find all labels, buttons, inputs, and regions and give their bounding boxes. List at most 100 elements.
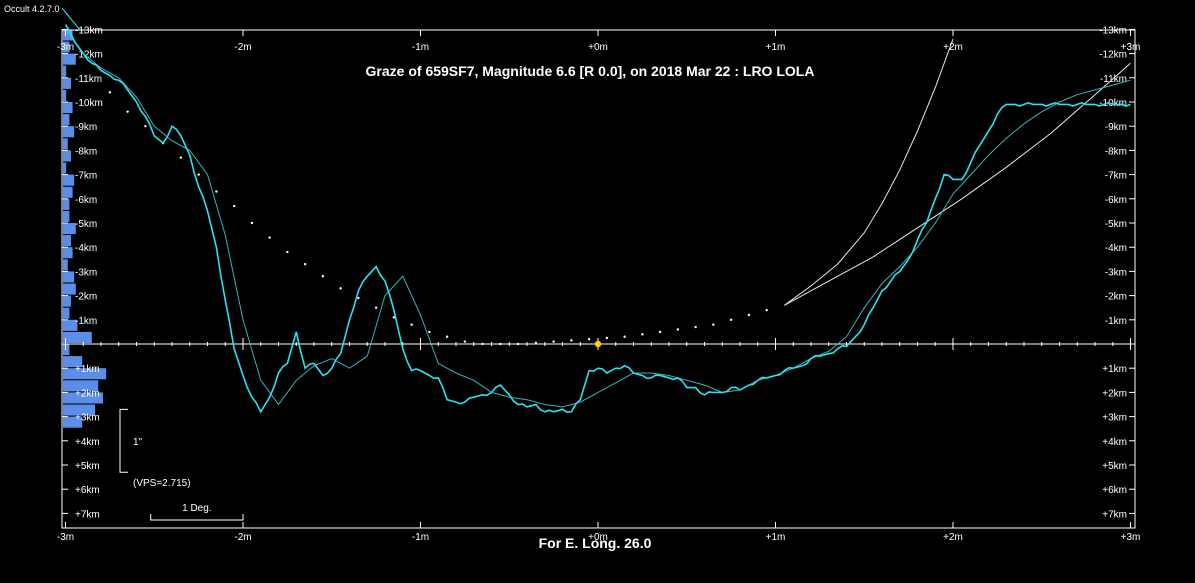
- limb-dot: [587, 337, 591, 341]
- limb-dot: [499, 342, 502, 346]
- histogram-bar: [63, 416, 83, 428]
- limit-curves: [784, 38, 1131, 306]
- limb-dot: [215, 190, 218, 193]
- histogram-bar: [63, 186, 73, 198]
- lunar-profile: [64, 24, 1131, 414]
- histogram-bar: [63, 174, 75, 186]
- histogram-bar: [63, 356, 83, 368]
- y-tick-label-left: -6km: [75, 195, 97, 206]
- y-tick-label-left: -4km: [75, 243, 97, 254]
- y-tick-label-right: +3km: [1102, 413, 1127, 424]
- histogram-bar: [63, 102, 73, 114]
- histogram-bar: [63, 41, 70, 53]
- limb-dot: [481, 342, 484, 346]
- degree-bar-label: 1 Deg.: [182, 503, 211, 514]
- histogram-bar: [63, 138, 68, 150]
- y-tick-label-left: -10km: [75, 98, 103, 109]
- histogram-bar: [63, 307, 70, 319]
- histogram-bar: [63, 114, 70, 126]
- limb-dot: [339, 287, 342, 290]
- histogram-bar: [63, 29, 73, 41]
- y-tick-label-right: +2km: [1102, 388, 1127, 399]
- y-tick-label-right: -6km: [1105, 195, 1127, 206]
- x-tick-label-top: -1m: [412, 42, 429, 53]
- y-tick-label-right: +7km: [1102, 509, 1127, 520]
- histogram: [63, 29, 107, 428]
- histogram-bar: [63, 126, 75, 138]
- limb-dot: [126, 110, 129, 113]
- limb-dot: [286, 250, 289, 254]
- x-tick-label-bottom: +3m: [1121, 532, 1141, 543]
- histogram-bar: [63, 65, 67, 77]
- y-tick-label-left: +2km: [75, 388, 100, 399]
- y-tick-label-left: +4km: [75, 437, 100, 448]
- x-tick-label-top: +1m: [766, 42, 786, 53]
- limb-dot: [232, 204, 236, 208]
- limb-dot: [712, 323, 715, 326]
- y-tick-label-right: -12km: [1099, 50, 1127, 61]
- x-tick-label-top: +3m: [1121, 42, 1141, 53]
- histogram-bar: [63, 223, 76, 235]
- y-tick-label-right: -8km: [1105, 146, 1127, 157]
- limb-dot: [694, 325, 697, 329]
- limb-dot: [428, 330, 431, 334]
- limb-dot: [658, 330, 662, 334]
- histogram-bar: [63, 53, 76, 65]
- limb-dot: [747, 313, 751, 317]
- limb-dot: [534, 341, 538, 344]
- histogram-bar: [63, 89, 67, 101]
- x-tick-label-top: +0m: [588, 42, 608, 53]
- histogram-bar: [63, 162, 67, 174]
- y-tick-label-right: -7km: [1105, 171, 1127, 182]
- y-tick-label-right: +5km: [1102, 461, 1127, 472]
- y-tick-label-right: +1km: [1102, 364, 1127, 375]
- y-tick-label-right: -10km: [1099, 98, 1127, 109]
- limb-dot: [321, 275, 325, 278]
- histogram-bar: [63, 295, 71, 307]
- histogram-bar: [63, 283, 76, 295]
- limb-dot: [357, 296, 360, 300]
- x-tick-label-bottom: -3m: [57, 532, 74, 543]
- predicted-limb: [108, 91, 768, 346]
- histogram-bar: [63, 198, 70, 210]
- y-tick-label-left: +1km: [75, 364, 100, 375]
- y-tick-label-right: -5km: [1105, 219, 1127, 230]
- limb-dot: [144, 125, 147, 128]
- y-tick-label-left: -12km: [75, 50, 103, 61]
- limb-dot: [605, 336, 609, 340]
- app-version: Occult 4.2.7.0: [4, 4, 60, 14]
- histogram-bar: [63, 210, 70, 222]
- histogram-bar: [63, 150, 71, 162]
- degree-bar: [150, 514, 244, 521]
- y-tick-label-right: -11km: [1100, 74, 1127, 85]
- limb-dot: [392, 316, 396, 319]
- chart-footer: For E. Long. 26.0: [539, 535, 652, 551]
- y-tick-label-right: -9km: [1105, 122, 1127, 133]
- y-tick-label-left: -5km: [75, 219, 97, 230]
- histogram-bar: [63, 259, 68, 271]
- chart-title: Graze of 659SF7, Magnitude 6.6 [R 0.0], …: [366, 63, 815, 79]
- annotations: 1" (VPS=2.715) 1 Deg.: [61, 7, 244, 521]
- histogram-bar: [63, 368, 107, 380]
- y-tick-label-left: +6km: [75, 485, 100, 496]
- histogram-bar: [63, 319, 78, 331]
- y-tick-label-right: -4km: [1105, 243, 1127, 254]
- scale-bar: [119, 408, 128, 473]
- x-tick-label-top: -2m: [234, 42, 251, 53]
- y-tick-label-right: -1km: [1105, 316, 1127, 327]
- star-marker: [594, 340, 602, 348]
- y-tick-label-left: -9km: [75, 122, 97, 133]
- limb-dot: [108, 91, 112, 94]
- y-tick-label-right: -2km: [1105, 292, 1127, 303]
- histogram-bar: [63, 331, 92, 343]
- limb-dot: [729, 318, 733, 321]
- limb-dot: [268, 236, 271, 239]
- y-tick-label-right: +6km: [1102, 485, 1127, 496]
- scale-bar-label: 1": [133, 437, 143, 448]
- vps-label: (VPS=2.715): [133, 478, 191, 489]
- y-tick-label-right: -13km: [1099, 25, 1127, 36]
- x-tick-label-bottom: +2m: [943, 532, 963, 543]
- y-tick-label-left: -7km: [75, 171, 97, 182]
